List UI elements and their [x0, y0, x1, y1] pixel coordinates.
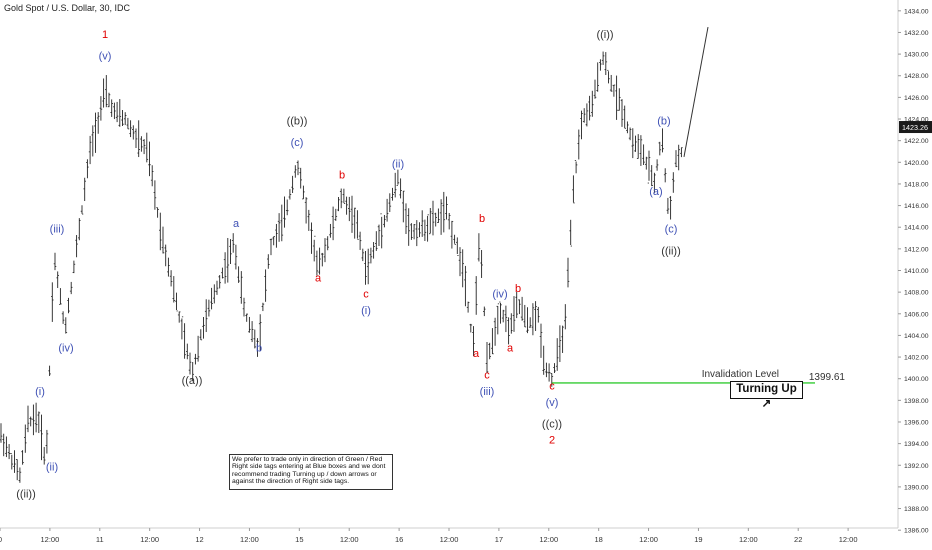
- trading-note: We prefer to trade only in direction of …: [229, 454, 393, 490]
- y-tick-label: 1420.00: [904, 160, 929, 167]
- wave-label: ((a)): [182, 375, 203, 387]
- y-tick-label: 1404.00: [904, 333, 929, 340]
- wave-label: (iv): [58, 343, 73, 355]
- y-tick-label: 1430.00: [904, 52, 929, 59]
- y-tick-label: 1390.00: [904, 484, 929, 491]
- x-tick-label: 0: [0, 535, 2, 544]
- wave-label: ((i)): [596, 29, 613, 41]
- wave-label: a: [233, 218, 240, 230]
- wave-label: ((b)): [287, 115, 308, 127]
- x-tick-label: 12:00: [440, 535, 459, 544]
- chart-title: Gold Spot / U.S. Dollar, 30, IDC: [4, 3, 131, 13]
- x-tick-label: 19: [694, 535, 702, 544]
- y-tick-label: 1408.00: [904, 290, 929, 297]
- y-tick-label: 1432.00: [904, 30, 929, 37]
- y-tick-label: 1402.00: [904, 355, 929, 362]
- wave-label: ((ii)): [661, 245, 681, 257]
- last-price-label: 1423.26: [902, 123, 928, 132]
- x-tick-label: 12:00: [140, 535, 159, 544]
- y-tick-label: 1426.00: [904, 95, 929, 102]
- wave-label: (ii): [46, 462, 58, 474]
- x-tick-label: 12:00: [240, 535, 259, 544]
- y-tick-label: 1422.00: [904, 138, 929, 145]
- y-tick-label: 1386.00: [904, 528, 929, 535]
- x-tick-label: 12:00: [340, 535, 359, 544]
- wave-label: (ii): [392, 159, 404, 171]
- x-tick-label: 16: [395, 535, 403, 544]
- wave-label: (v): [99, 51, 112, 63]
- wave-label: c: [549, 381, 555, 393]
- wave-label: a: [507, 343, 514, 355]
- invalidation-label: Invalidation Level: [702, 369, 779, 380]
- wave-label: (iii): [50, 224, 65, 236]
- x-tick-label: 22: [794, 535, 802, 544]
- wave-label: ((c)): [542, 418, 562, 430]
- x-tick-label: 12:00: [739, 535, 758, 544]
- wave-label: c: [484, 370, 490, 382]
- wave-label: b: [515, 283, 521, 295]
- wave-label: c: [363, 289, 369, 301]
- y-tick-label: 1410.00: [904, 268, 929, 275]
- x-tick-label: 12: [195, 535, 203, 544]
- y-tick-label: 1394.00: [904, 441, 929, 448]
- last-price-tag: [899, 121, 932, 134]
- invalidation-value: 1399.61: [809, 372, 846, 383]
- wave-label: (c): [291, 137, 304, 149]
- y-tick-label: 1392.00: [904, 463, 929, 470]
- x-tick-label: 17: [495, 535, 503, 544]
- wave-label: a: [315, 272, 322, 284]
- y-tick-label: 1406.00: [904, 311, 929, 318]
- wave-label: 2: [549, 435, 555, 447]
- x-tick-label: 11: [96, 535, 104, 544]
- wave-label: a: [473, 348, 480, 360]
- x-tick-label: 12:00: [40, 535, 59, 544]
- wave-label: 1: [102, 29, 108, 41]
- projection-line: [683, 26, 709, 157]
- y-tick-label: 1396.00: [904, 419, 929, 426]
- wave-label: (v): [546, 397, 559, 409]
- wave-label: (iii): [480, 386, 495, 398]
- y-tick-label: 1434.00: [904, 8, 929, 15]
- x-tick-label: 12:00: [639, 535, 658, 544]
- turning-up-badge: Turning Up ↗: [730, 381, 803, 410]
- y-tick-label: 1388.00: [904, 506, 929, 513]
- wave-label: b: [479, 213, 485, 225]
- wave-label: (i): [35, 386, 45, 398]
- y-tick-label: 1398.00: [904, 398, 929, 405]
- y-tick-label: 1412.00: [904, 246, 929, 253]
- y-tick-label: 1424.00: [904, 117, 929, 124]
- wave-label: b: [339, 170, 345, 182]
- wave-label: (a): [649, 186, 662, 198]
- y-tick-label: 1400.00: [904, 376, 929, 383]
- x-tick-label: 12:00: [539, 535, 558, 544]
- y-tick-label: 1416.00: [904, 203, 929, 210]
- wave-label: (c): [665, 224, 678, 236]
- wave-label: (i): [361, 305, 371, 317]
- y-tick-label: 1418.00: [904, 181, 929, 188]
- x-tick-label: 18: [594, 535, 602, 544]
- x-tick-label: 12:00: [839, 535, 858, 544]
- wave-label: (b): [657, 115, 670, 127]
- wave-label: ((ii)): [16, 489, 36, 501]
- y-tick-label: 1428.00: [904, 73, 929, 80]
- wave-label: b: [256, 343, 262, 355]
- x-tick-label: 15: [295, 535, 303, 544]
- wave-label: (iv): [492, 289, 507, 301]
- y-tick-label: 1414.00: [904, 225, 929, 232]
